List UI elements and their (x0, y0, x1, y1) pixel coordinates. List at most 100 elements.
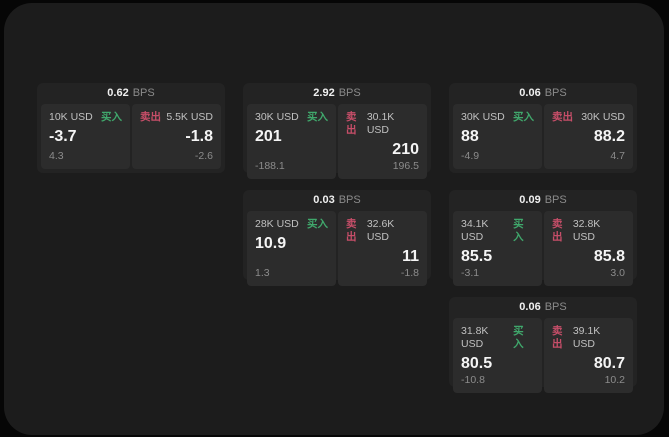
sell-side-label: 卖出 (346, 218, 357, 243)
spread-unit: BPS (544, 301, 567, 313)
sell-price: 85.8 (593, 248, 625, 265)
sell-amount: 32.6K USD (366, 218, 395, 243)
sell-panel[interactable]: 卖出 32.6K USD 11 -1.8 (338, 211, 427, 286)
sell-side-label: 卖出 (552, 218, 563, 243)
buy-label-row: 10K USD 买入 (49, 111, 122, 124)
spread-value: 0.06 (519, 87, 541, 99)
quote-card: 2.92 BPS 30K USD 买入 201 -188.1 卖出 30.1K … (243, 83, 431, 179)
buy-amount: 34.1K USD (461, 218, 489, 243)
buy-side-label: 买入 (513, 218, 524, 243)
buy-side-label: 买入 (307, 111, 328, 123)
sell-panel[interactable]: 卖出 30K USD 88.2 4.7 (544, 104, 633, 169)
quote-card: 0.03 BPS 28K USD 买入 10.9 1.3 卖出 32.6K US… (243, 190, 431, 286)
buy-secondary-value: -10.8 (461, 374, 485, 386)
quote-panels: 31.8K USD 买入 80.5 -10.8 卖出 39.1K USD 80.… (453, 318, 633, 393)
sell-secondary-value: -2.6 (194, 150, 213, 162)
quote-panels: 30K USD 买入 88 -4.9 卖出 30K USD 88.2 4.7 (453, 104, 633, 169)
sell-label-row: 卖出 32.8K USD (552, 218, 625, 244)
card-header: 2.92 BPS (247, 83, 427, 104)
buy-price: 80.5 (461, 355, 493, 372)
sell-panel[interactable]: 卖出 32.8K USD 85.8 3.0 (544, 211, 633, 286)
buy-secondary-value: -188.1 (255, 160, 285, 172)
buy-price: 88 (461, 128, 479, 145)
sell-secondary-value: 196.5 (392, 160, 419, 172)
buy-label-row: 34.1K USD 买入 (461, 218, 534, 244)
sell-price: 80.7 (593, 355, 625, 372)
sell-secondary-value: 3.0 (610, 267, 625, 279)
card-header: 0.62 BPS (41, 83, 221, 104)
buy-secondary-value: 4.3 (49, 150, 64, 162)
buy-panel[interactable]: 10K USD 买入 -3.7 4.3 (41, 104, 130, 169)
sell-panel[interactable]: 卖出 30.1K USD 210 196.5 (338, 104, 427, 179)
sell-price: -1.8 (185, 128, 213, 145)
spread-unit: BPS (132, 87, 155, 99)
buy-price: 85.5 (461, 248, 493, 265)
buy-price: 10.9 (255, 235, 287, 252)
buy-panel[interactable]: 28K USD 买入 10.9 1.3 (247, 211, 336, 286)
spread-value: 0.62 (107, 87, 129, 99)
spread-unit: BPS (544, 194, 567, 206)
spread-unit: BPS (338, 87, 361, 99)
sell-secondary-value: 10.2 (604, 374, 625, 386)
sell-side-label: 卖出 (140, 111, 161, 123)
sell-price: 88.2 (593, 128, 625, 145)
sell-amount: 30K USD (581, 111, 625, 123)
quote-panels: 34.1K USD 买入 85.5 -3.1 卖出 32.8K USD 85.8… (453, 211, 633, 286)
quote-card: 0.62 BPS 10K USD 买入 -3.7 4.3 卖出 5.5K USD (37, 83, 225, 173)
spread-unit: BPS (338, 194, 361, 206)
quote-card: 0.06 BPS 30K USD 买入 88 -4.9 卖出 30K USD (449, 83, 637, 173)
spread-unit: BPS (544, 87, 567, 99)
buy-secondary-value: -3.1 (461, 267, 480, 279)
spread-value: 0.09 (519, 194, 541, 206)
spread-value: 0.03 (313, 194, 335, 206)
quote-panels: 28K USD 买入 10.9 1.3 卖出 32.6K USD 11 -1.8 (247, 211, 427, 286)
quote-panels: 30K USD 买入 201 -188.1 卖出 30.1K USD 210 1… (247, 104, 427, 179)
quote-card: 0.09 BPS 34.1K USD 买入 85.5 -3.1 卖出 32.8K… (449, 190, 637, 286)
sell-secondary-value: 4.7 (610, 150, 625, 162)
buy-price: 201 (255, 128, 282, 145)
sell-price: 11 (402, 248, 419, 265)
card-header: 0.03 BPS (247, 190, 427, 211)
quote-card: 0.06 BPS 31.8K USD 买入 80.5 -10.8 卖出 39.1… (449, 297, 637, 393)
quote-board: 0.62 BPS 10K USD 买入 -3.7 4.3 卖出 5.5K USD (37, 83, 637, 393)
buy-amount: 30K USD (461, 111, 505, 123)
sell-label-row: 卖出 32.6K USD (346, 218, 419, 244)
buy-label-row: 30K USD 买入 (461, 111, 534, 124)
buy-secondary-value: 1.3 (255, 267, 270, 279)
card-header: 0.06 BPS (453, 83, 633, 104)
sell-amount: 30.1K USD (366, 111, 395, 136)
buy-label-row: 30K USD 买入 (255, 111, 328, 124)
buy-amount: 31.8K USD (461, 325, 489, 350)
sell-side-label: 卖出 (552, 111, 573, 123)
buy-label-row: 28K USD 买入 (255, 218, 328, 231)
sell-amount: 39.1K USD (572, 325, 601, 350)
card-header: 0.06 BPS (453, 297, 633, 318)
buy-side-label: 买入 (513, 111, 534, 123)
buy-side-label: 买入 (307, 218, 328, 230)
buy-side-label: 买入 (101, 111, 122, 123)
card-header: 0.09 BPS (453, 190, 633, 211)
app-window: 0.62 BPS 10K USD 买入 -3.7 4.3 卖出 5.5K USD (4, 3, 664, 435)
buy-label-row: 31.8K USD 买入 (461, 325, 534, 351)
sell-label-row: 卖出 5.5K USD (140, 111, 213, 124)
sell-panel[interactable]: 卖出 39.1K USD 80.7 10.2 (544, 318, 633, 393)
buy-amount: 10K USD (49, 111, 93, 123)
sell-amount: 32.8K USD (572, 218, 601, 243)
sell-side-label: 卖出 (346, 111, 357, 136)
buy-panel[interactable]: 30K USD 买入 88 -4.9 (453, 104, 542, 169)
sell-side-label: 卖出 (552, 325, 563, 350)
buy-side-label: 买入 (513, 325, 524, 350)
sell-amount: 5.5K USD (166, 111, 213, 123)
buy-panel[interactable]: 31.8K USD 买入 80.5 -10.8 (453, 318, 542, 393)
buy-panel[interactable]: 30K USD 买入 201 -188.1 (247, 104, 336, 179)
spread-value: 0.06 (519, 301, 541, 313)
buy-amount: 30K USD (255, 111, 299, 123)
sell-label-row: 卖出 39.1K USD (552, 325, 625, 351)
buy-secondary-value: -4.9 (461, 150, 480, 162)
sell-secondary-value: -1.8 (400, 267, 419, 279)
buy-amount: 28K USD (255, 218, 299, 230)
buy-panel[interactable]: 34.1K USD 买入 85.5 -3.1 (453, 211, 542, 286)
sell-label-row: 卖出 30K USD (552, 111, 625, 124)
spread-value: 2.92 (313, 87, 335, 99)
sell-panel[interactable]: 卖出 5.5K USD -1.8 -2.6 (132, 104, 221, 169)
